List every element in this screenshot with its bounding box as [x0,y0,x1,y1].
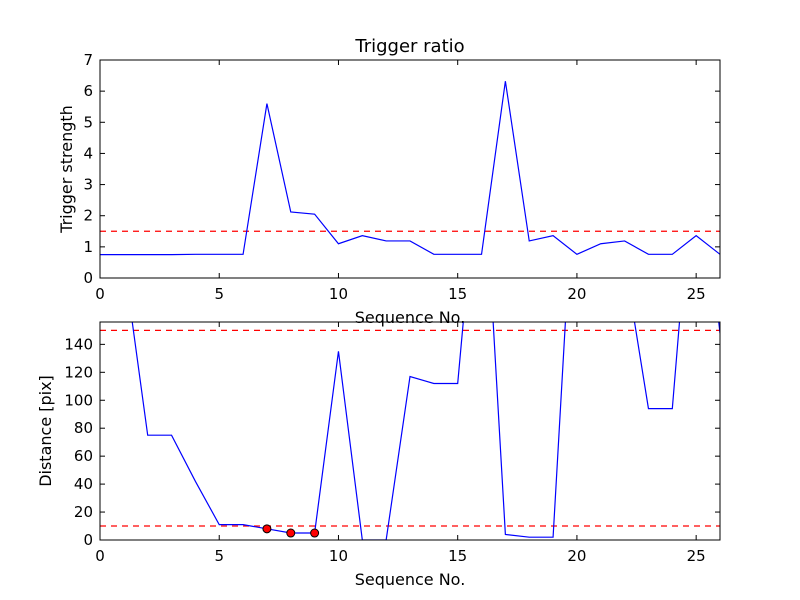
x-tick-label: 0 [95,285,105,303]
trigger-ratio-chart: Trigger ratio 0 5 10 15 20 25 0 1 2 3 4 5 6 7 Sequen… [57,36,721,327]
y-axis-label: Distance [pix] [36,375,55,487]
y-tick-label: 20 [74,503,93,521]
y-tick-label: 80 [74,419,93,437]
x-tick-label: 20 [567,547,586,565]
plot-frame [99,59,721,279]
x-axis: 0 5 10 15 20 25 [95,60,706,303]
y-tick-label: 4 [83,144,93,162]
x-tick-label: 15 [448,285,467,303]
y-tick-label: 40 [74,475,93,493]
highlight-markers [262,524,320,538]
x-tick-label: 5 [214,547,224,565]
data-point-marker [310,528,320,538]
series-line [100,81,720,256]
series-line [131,322,720,540]
x-axis-label: Sequence No. [355,308,466,327]
x-axis: 0 5 10 15 20 25 [95,322,706,565]
data-point-marker [286,528,296,538]
distance-chart: 0 5 10 15 20 25 0 20 40 60 80 100 120 140 Sequence N… [36,321,721,589]
x-tick-label: 5 [214,285,224,303]
y-tick-label: 7 [83,51,93,69]
y-tick-label: 1 [83,238,93,256]
x-tick-label: 10 [329,285,348,303]
x-tick-label: 20 [567,285,586,303]
series-lines [100,81,720,256]
x-tick-label: 15 [448,547,467,565]
y-axis: 0 20 40 60 80 100 120 140 [64,335,720,549]
x-tick-label: 25 [687,285,706,303]
y-axis: 0 1 2 3 4 5 6 7 [83,51,720,287]
x-tick-label: 10 [329,547,348,565]
series-lines [131,322,720,540]
x-axis-label: Sequence No. [355,570,466,589]
y-tick-label: 60 [74,447,93,465]
threshold-lines [100,329,720,527]
y-axis-label: Trigger strength [57,105,76,234]
y-tick-label: 2 [83,207,93,225]
x-tick-label: 25 [687,547,706,565]
plot-frame [99,321,721,541]
y-tick-label: 0 [83,269,93,287]
data-point-marker [262,524,272,534]
y-tick-label: 6 [83,82,93,100]
chart-title: Trigger ratio [354,36,464,57]
y-tick-label: 5 [83,113,93,131]
y-tick-label: 120 [64,363,93,381]
y-tick-label: 3 [83,176,93,194]
y-tick-label: 140 [64,335,93,353]
y-tick-label: 0 [83,531,93,549]
x-tick-label: 0 [95,547,105,565]
y-tick-label: 100 [64,391,93,409]
